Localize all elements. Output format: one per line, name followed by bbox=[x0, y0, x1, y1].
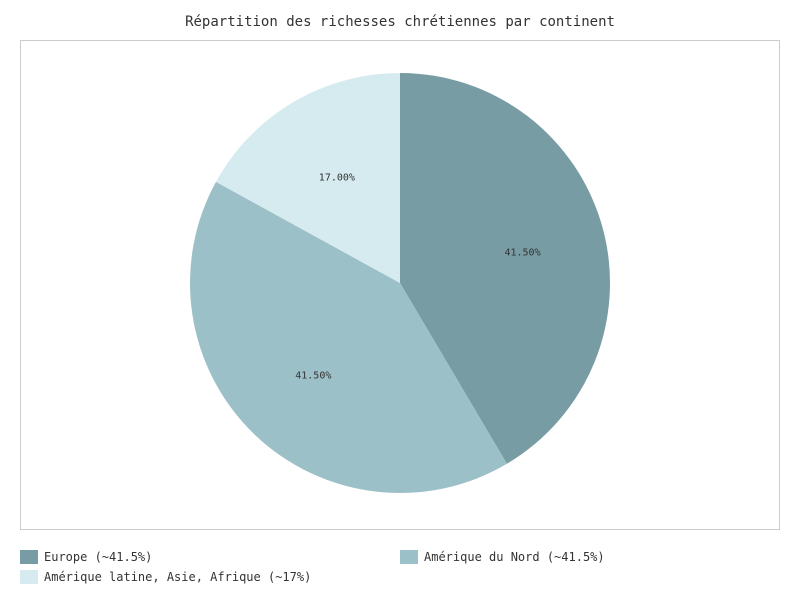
slice-value-label: 17.00% bbox=[319, 172, 355, 183]
legend-item: Amérique latine, Asie, Afrique (~17%) bbox=[20, 570, 400, 584]
legend-item: Amérique du Nord (~41.5%) bbox=[400, 550, 780, 564]
plot-area: 41.50% 41.50% 17.00% bbox=[20, 40, 780, 530]
slice-value-label: 41.50% bbox=[504, 247, 540, 258]
legend-label: Europe (~41.5%) bbox=[44, 550, 152, 564]
pie-chart bbox=[190, 73, 610, 497]
legend-label: Amérique du Nord (~41.5%) bbox=[424, 550, 605, 564]
legend: Europe (~41.5%) Amérique du Nord (~41.5%)… bbox=[20, 550, 780, 584]
legend-label: Amérique latine, Asie, Afrique (~17%) bbox=[44, 570, 311, 584]
legend-swatch bbox=[400, 550, 418, 564]
legend-swatch bbox=[20, 550, 38, 564]
slice-value-label: 41.50% bbox=[295, 371, 331, 382]
chart-title: Répartition des richesses chrétiennes pa… bbox=[0, 14, 800, 30]
legend-item: Europe (~41.5%) bbox=[20, 550, 400, 564]
pie-svg bbox=[190, 73, 610, 493]
legend-swatch bbox=[20, 570, 38, 584]
